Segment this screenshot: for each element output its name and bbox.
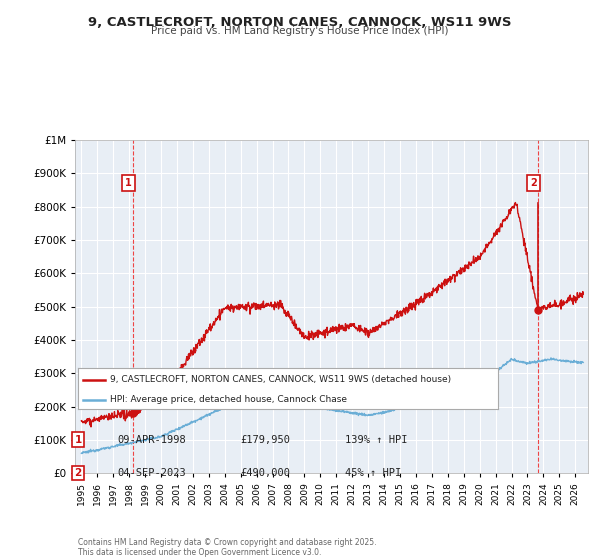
Text: 1: 1: [125, 178, 132, 188]
Text: 04-SEP-2023: 04-SEP-2023: [117, 468, 186, 478]
Text: HPI: Average price, detached house, Cannock Chase: HPI: Average price, detached house, Cann…: [110, 395, 347, 404]
Text: 9, CASTLECROFT, NORTON CANES, CANNOCK, WS11 9WS: 9, CASTLECROFT, NORTON CANES, CANNOCK, W…: [88, 16, 512, 29]
Text: 2: 2: [74, 468, 82, 478]
Text: 139% ↑ HPI: 139% ↑ HPI: [345, 435, 407, 445]
Text: Contains HM Land Registry data © Crown copyright and database right 2025.
This d: Contains HM Land Registry data © Crown c…: [78, 538, 377, 557]
Text: 09-APR-1998: 09-APR-1998: [117, 435, 186, 445]
Text: 45% ↑ HPI: 45% ↑ HPI: [345, 468, 401, 478]
Text: £179,950: £179,950: [240, 435, 290, 445]
Text: 2: 2: [530, 178, 537, 188]
Text: Price paid vs. HM Land Registry's House Price Index (HPI): Price paid vs. HM Land Registry's House …: [151, 26, 449, 36]
Text: 9, CASTLECROFT, NORTON CANES, CANNOCK, WS11 9WS (detached house): 9, CASTLECROFT, NORTON CANES, CANNOCK, W…: [110, 375, 451, 384]
Text: 1: 1: [74, 435, 82, 445]
Text: £490,000: £490,000: [240, 468, 290, 478]
